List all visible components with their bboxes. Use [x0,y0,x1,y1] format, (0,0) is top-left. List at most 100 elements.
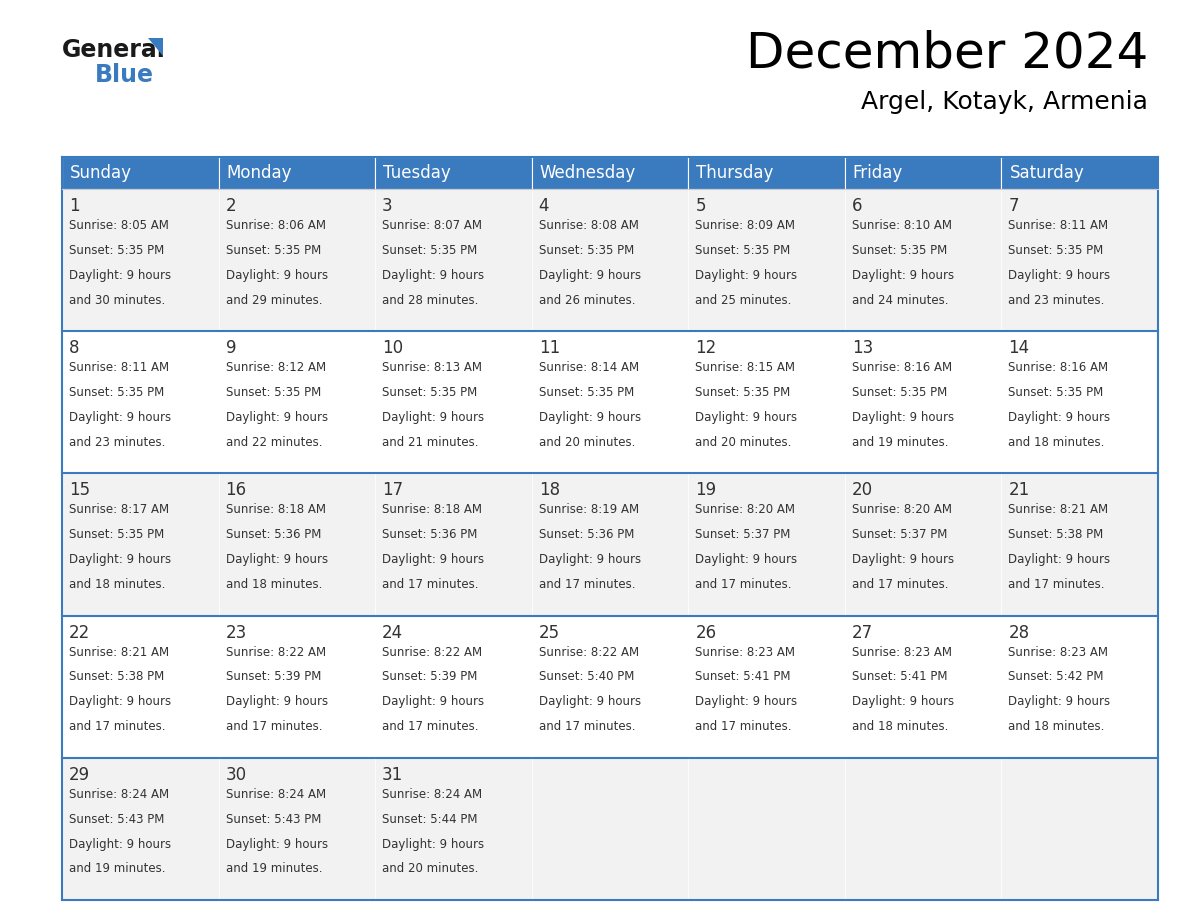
Text: 20: 20 [852,481,873,499]
Bar [62,757,219,900]
Text: Blue: Blue [95,63,154,87]
Text: 24: 24 [383,623,403,642]
Text: Sunset: 5:41 PM: Sunset: 5:41 PM [695,670,791,684]
Bar [688,616,845,757]
Text: Daylight: 9 hours: Daylight: 9 hours [1009,411,1111,424]
Text: Sunset: 5:35 PM: Sunset: 5:35 PM [69,386,164,399]
Text: and 17 minutes.: and 17 minutes. [383,578,479,591]
Bar [375,331,532,474]
Text: and 23 minutes.: and 23 minutes. [69,436,165,449]
Text: and 23 minutes.: and 23 minutes. [1009,294,1105,307]
Bar [688,157,845,189]
Text: 29: 29 [69,766,90,784]
Bar [532,616,688,757]
Text: Daylight: 9 hours: Daylight: 9 hours [538,554,640,566]
Text: 26: 26 [695,623,716,642]
Text: Sunrise: 8:14 AM: Sunrise: 8:14 AM [538,361,639,375]
Text: and 18 minutes.: and 18 minutes. [69,578,165,591]
Text: 1: 1 [69,197,80,215]
Bar [845,757,1001,900]
Bar [219,331,375,474]
Text: Sunrise: 8:20 AM: Sunrise: 8:20 AM [695,503,795,517]
Text: Daylight: 9 hours: Daylight: 9 hours [69,411,171,424]
Text: 9: 9 [226,339,236,357]
Text: and 30 minutes.: and 30 minutes. [69,294,165,307]
Text: Sunset: 5:39 PM: Sunset: 5:39 PM [383,670,478,684]
Text: Sunrise: 8:19 AM: Sunrise: 8:19 AM [538,503,639,517]
Text: and 18 minutes.: and 18 minutes. [1009,721,1105,733]
Text: Daylight: 9 hours: Daylight: 9 hours [852,269,954,282]
Text: Sunset: 5:35 PM: Sunset: 5:35 PM [695,386,790,399]
Text: and 17 minutes.: and 17 minutes. [695,578,791,591]
Text: Daylight: 9 hours: Daylight: 9 hours [69,837,171,851]
Text: 8: 8 [69,339,80,357]
Text: 21: 21 [1009,481,1030,499]
Text: and 17 minutes.: and 17 minutes. [69,721,165,733]
Text: Sunset: 5:35 PM: Sunset: 5:35 PM [852,386,947,399]
Text: Daylight: 9 hours: Daylight: 9 hours [695,554,797,566]
Bar [375,474,532,616]
Text: Daylight: 9 hours: Daylight: 9 hours [852,695,954,709]
Text: General: General [62,38,166,62]
Text: 31: 31 [383,766,404,784]
Bar [219,157,375,189]
Text: and 24 minutes.: and 24 minutes. [852,294,948,307]
Text: Daylight: 9 hours: Daylight: 9 hours [383,269,485,282]
Text: 13: 13 [852,339,873,357]
Text: Sunset: 5:36 PM: Sunset: 5:36 PM [383,528,478,542]
Bar [219,189,375,331]
Bar [62,189,219,331]
Bar [532,757,688,900]
Bar [62,157,219,189]
Text: Sunrise: 8:16 AM: Sunrise: 8:16 AM [852,361,952,375]
Text: Sunrise: 8:21 AM: Sunrise: 8:21 AM [69,645,169,658]
Text: 5: 5 [695,197,706,215]
Text: 23: 23 [226,623,247,642]
Text: Sunset: 5:43 PM: Sunset: 5:43 PM [69,812,164,825]
Text: Sunset: 5:37 PM: Sunset: 5:37 PM [695,528,791,542]
Bar [532,157,688,189]
Bar [688,474,845,616]
Text: Sunset: 5:41 PM: Sunset: 5:41 PM [852,670,947,684]
Text: Sunday: Sunday [70,164,132,182]
Text: Daylight: 9 hours: Daylight: 9 hours [226,411,328,424]
Text: Tuesday: Tuesday [384,164,451,182]
Text: Daylight: 9 hours: Daylight: 9 hours [1009,695,1111,709]
Text: Sunrise: 8:11 AM: Sunrise: 8:11 AM [69,361,169,375]
Text: 16: 16 [226,481,247,499]
Text: Monday: Monday [227,164,292,182]
Text: Sunset: 5:35 PM: Sunset: 5:35 PM [383,386,478,399]
Text: Wednesday: Wednesday [539,164,636,182]
Text: 27: 27 [852,623,873,642]
Text: Sunrise: 8:06 AM: Sunrise: 8:06 AM [226,219,326,232]
Text: and 18 minutes.: and 18 minutes. [852,721,948,733]
Text: December 2024: December 2024 [746,30,1148,78]
Text: Sunset: 5:39 PM: Sunset: 5:39 PM [226,670,321,684]
Text: 2: 2 [226,197,236,215]
Bar [62,616,219,757]
Text: Sunset: 5:35 PM: Sunset: 5:35 PM [1009,386,1104,399]
Text: and 19 minutes.: and 19 minutes. [226,862,322,876]
Text: Sunrise: 8:13 AM: Sunrise: 8:13 AM [383,361,482,375]
Text: Daylight: 9 hours: Daylight: 9 hours [695,695,797,709]
Text: 22: 22 [69,623,90,642]
Text: Sunrise: 8:16 AM: Sunrise: 8:16 AM [1009,361,1108,375]
Text: Daylight: 9 hours: Daylight: 9 hours [695,269,797,282]
Text: Sunset: 5:35 PM: Sunset: 5:35 PM [383,244,478,257]
Text: Sunset: 5:42 PM: Sunset: 5:42 PM [1009,670,1104,684]
Text: Daylight: 9 hours: Daylight: 9 hours [383,837,485,851]
Bar [688,331,845,474]
Text: Sunrise: 8:07 AM: Sunrise: 8:07 AM [383,219,482,232]
Text: and 29 minutes.: and 29 minutes. [226,294,322,307]
Text: and 21 minutes.: and 21 minutes. [383,436,479,449]
Bar [532,474,688,616]
Text: Sunset: 5:40 PM: Sunset: 5:40 PM [538,670,634,684]
Text: and 17 minutes.: and 17 minutes. [538,578,636,591]
Bar [688,189,845,331]
Bar [1001,757,1158,900]
Text: and 17 minutes.: and 17 minutes. [695,721,791,733]
Text: Sunrise: 8:17 AM: Sunrise: 8:17 AM [69,503,169,517]
Text: Daylight: 9 hours: Daylight: 9 hours [538,411,640,424]
Text: and 17 minutes.: and 17 minutes. [852,578,948,591]
Text: 12: 12 [695,339,716,357]
